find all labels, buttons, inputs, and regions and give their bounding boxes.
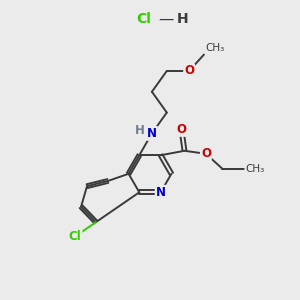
Text: —: —: [159, 12, 174, 27]
Text: N: N: [156, 186, 166, 199]
Text: N: N: [147, 127, 157, 140]
Text: H: H: [134, 124, 144, 137]
Text: H: H: [177, 12, 188, 26]
Text: O: O: [184, 64, 194, 77]
Text: Cl: Cl: [136, 12, 152, 26]
Text: O: O: [201, 147, 211, 160]
Text: Cl: Cl: [69, 230, 82, 243]
Text: CH₃: CH₃: [206, 43, 225, 53]
Text: O: O: [176, 123, 187, 136]
Text: CH₃: CH₃: [245, 164, 264, 174]
